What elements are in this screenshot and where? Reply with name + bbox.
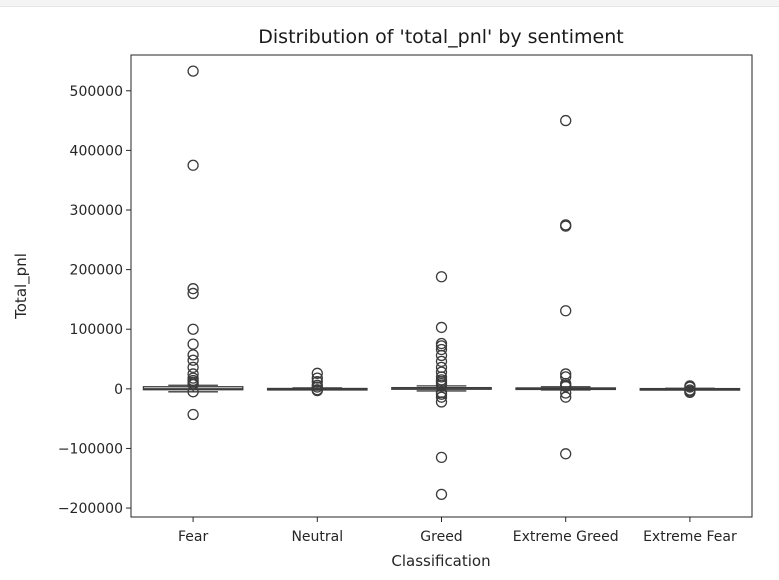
outlier-point xyxy=(435,451,448,464)
y-tick-label: 0 xyxy=(114,382,123,398)
outlier-point xyxy=(187,354,199,366)
outlier-point xyxy=(560,305,572,317)
y-tick-label: 300000 xyxy=(70,203,123,219)
y-tick-label: 400000 xyxy=(70,143,123,159)
outlier-point xyxy=(311,372,323,384)
outlier-point xyxy=(311,376,323,388)
outlier-point xyxy=(435,349,448,362)
outlier-point xyxy=(560,391,572,403)
outlier-point xyxy=(435,343,448,356)
outlier-point xyxy=(187,349,199,361)
box-group xyxy=(639,380,741,399)
outlier-point xyxy=(435,396,448,408)
outlier-point xyxy=(435,379,448,391)
x-tick-label: Extreme Greed xyxy=(513,529,619,545)
outlier-point xyxy=(435,337,448,350)
x-tick-label: Extreme Fear xyxy=(643,529,737,545)
outlier-point xyxy=(187,386,199,398)
notebook-top-bar xyxy=(0,0,779,7)
outlier-point xyxy=(187,408,199,421)
plot-frame xyxy=(130,54,753,518)
outlier-point xyxy=(187,283,199,295)
outlier-point xyxy=(311,367,323,379)
y-tick-label: 500000 xyxy=(70,84,123,100)
outlier-point xyxy=(560,114,572,127)
x-tick-label: Greed xyxy=(420,529,462,545)
outlier-point xyxy=(435,271,448,283)
box-group xyxy=(515,114,617,460)
x-axis-label: Classification xyxy=(391,552,490,570)
y-tick-label: −100000 xyxy=(58,441,123,457)
outlier-point xyxy=(435,388,448,400)
y-tick-label: 200000 xyxy=(70,263,123,279)
outlier-point xyxy=(311,384,323,397)
box-group xyxy=(266,367,368,397)
outlier-point xyxy=(187,361,199,374)
outlier-point xyxy=(684,386,696,399)
outlier-point xyxy=(187,159,199,171)
outlier-point xyxy=(187,65,199,77)
x-tick-label: Neutral xyxy=(291,529,343,545)
plot-area xyxy=(142,65,741,500)
outlier-point xyxy=(435,321,448,334)
outlier-point xyxy=(187,323,199,335)
outlier-point xyxy=(684,381,696,393)
outlier-point xyxy=(560,380,572,393)
outlier-point xyxy=(560,220,572,232)
outlier-point xyxy=(435,391,448,403)
box-group xyxy=(142,65,244,421)
outlier-point xyxy=(187,379,199,391)
y-axis: −200000 −100000 0 100000 200000 300000 400000 5… xyxy=(58,84,131,517)
outlier-point xyxy=(435,371,448,383)
y-tick-label: −200000 xyxy=(58,501,123,517)
outlier-point xyxy=(187,287,199,300)
outlier-point xyxy=(560,387,572,399)
outlier-point xyxy=(187,338,199,350)
y-axis-label: Total_pnl xyxy=(12,253,31,320)
y-tick-label: 100000 xyxy=(70,322,123,338)
outlier-point xyxy=(560,448,572,460)
outlier-point xyxy=(311,381,323,393)
box-group xyxy=(391,271,492,500)
x-tick-label: Fear xyxy=(178,529,208,545)
outlier-point xyxy=(435,355,448,368)
outlier-point xyxy=(435,488,448,500)
chart-title: Distribution of 'total_pnl' by sentiment xyxy=(258,26,623,48)
x-axis: Fear Neutral Greed Extreme Greed Extreme Fea… xyxy=(178,517,737,545)
